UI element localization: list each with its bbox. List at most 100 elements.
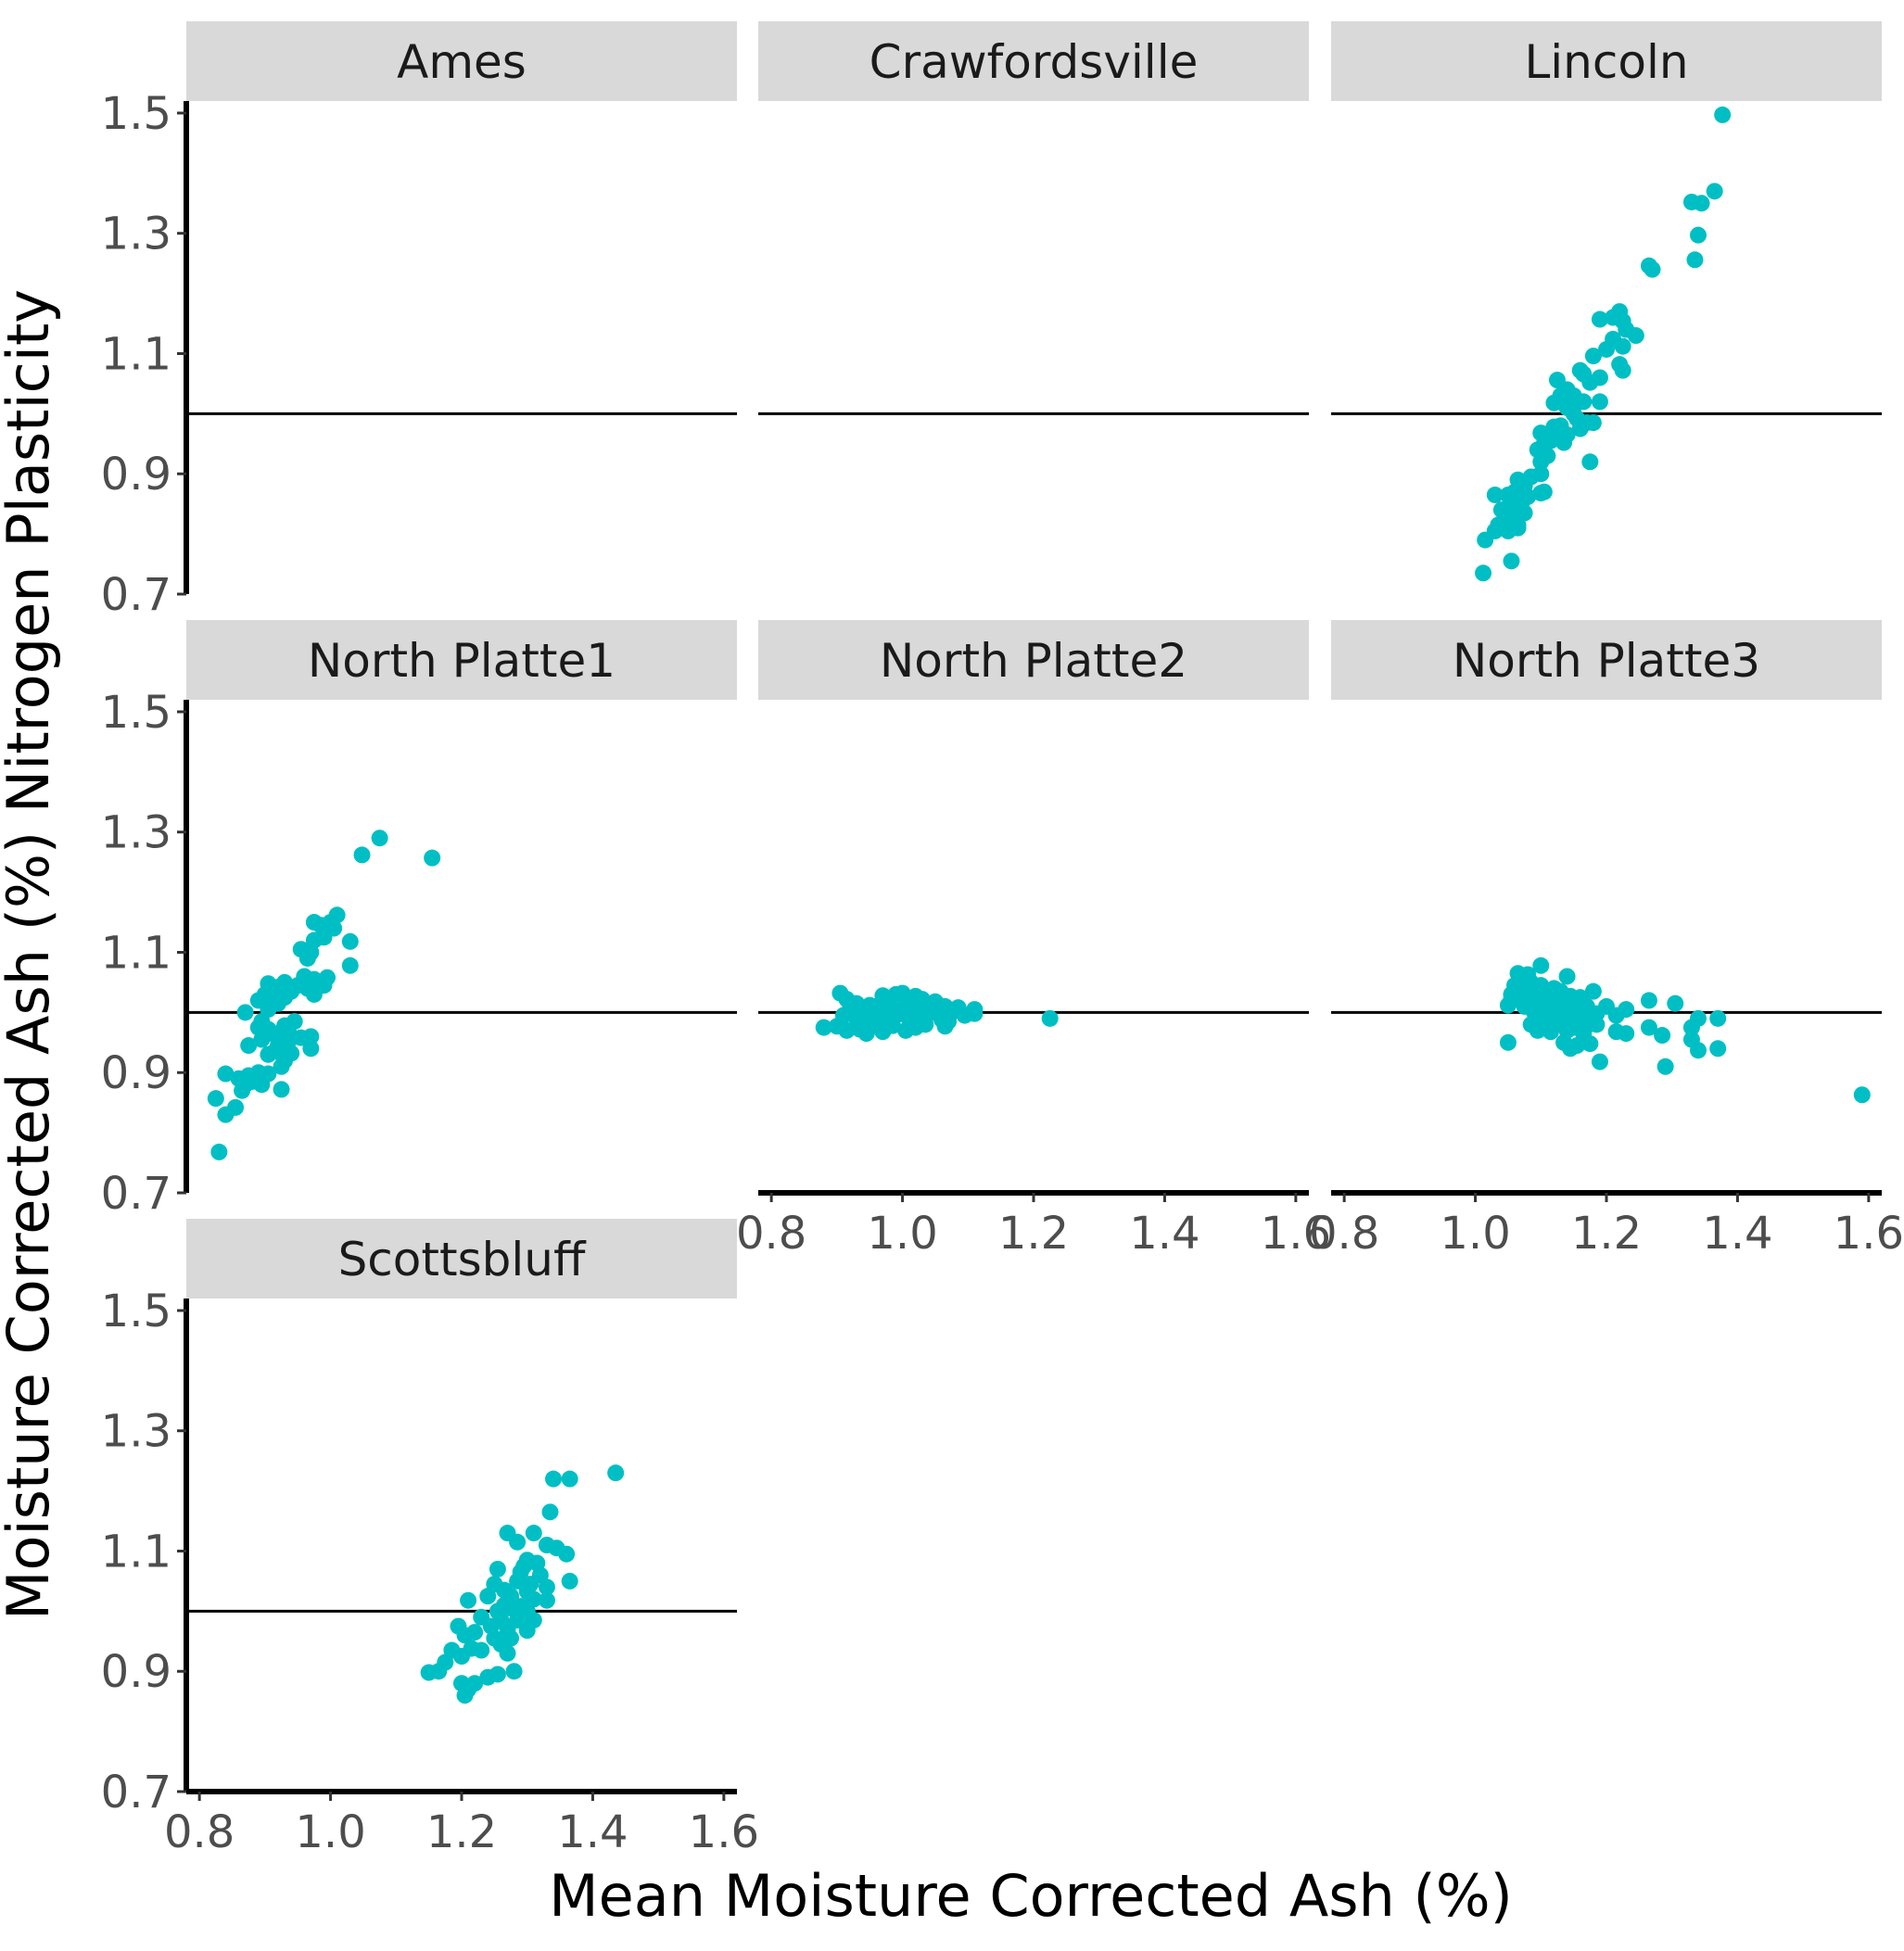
data-point-scottsbluff-53 xyxy=(505,1663,523,1680)
facet-panel-ames: Ames 0.7 0.9 1.1 1.3 1.5 xyxy=(101,21,737,621)
y-tick-label-north-platte1-3: 1.3 xyxy=(101,807,171,859)
data-point-lincoln-7 xyxy=(1644,260,1661,278)
data-point-scottsbluff-42 xyxy=(456,1627,474,1644)
data-point-north-platte2-26 xyxy=(966,1005,984,1022)
data-point-north-platte3-14 xyxy=(1584,982,1602,1000)
data-point-north-platte3-55 xyxy=(1682,1019,1700,1036)
data-point-scottsbluff-16 xyxy=(561,1572,578,1590)
strip-label-lincoln: Lincoln xyxy=(1524,35,1688,89)
data-point-north-platte3-67 xyxy=(1581,1035,1599,1053)
data-point-lincoln-19 xyxy=(1614,361,1631,379)
data-point-north-platte1-48 xyxy=(302,1040,320,1058)
data-point-lincoln-58 xyxy=(1535,483,1553,500)
data-point-lincoln-77 xyxy=(1475,564,1492,582)
data-point-north-platte1-62 xyxy=(273,1081,290,1098)
facet-panel-lincoln: Lincoln xyxy=(1331,21,1882,582)
facet-panel-north-platte1: North Platte1 0.7 0.9 1.1 1.3 1.5 xyxy=(101,620,737,1220)
data-point-north-platte3-0 xyxy=(1532,956,1550,974)
facet-panel-north-platte2: North Platte2 0.8 1.0 1.2 1.4 1.6 xyxy=(736,620,1331,1260)
x-tick-label-north-platte3-3: 1.4 xyxy=(1702,1208,1772,1260)
y-axis-title: Moisture Corrected Ash (%) Nitrogen Plas… xyxy=(0,289,62,1620)
data-point-lincoln-15 xyxy=(1614,337,1631,355)
y-tick-label-scottsbluff-2: 1.1 xyxy=(101,1526,171,1577)
data-point-north-platte3-41 xyxy=(1607,1007,1625,1024)
data-point-lincoln-49 xyxy=(1532,453,1550,471)
data-point-north-platte1-61 xyxy=(253,1076,271,1094)
data-point-north-platte3-53 xyxy=(1588,1016,1606,1033)
data-point-north-platte2-37 xyxy=(815,1019,832,1036)
y-tick-label-north-platte1-2: 1.1 xyxy=(101,927,171,979)
data-point-north-platte2-39 xyxy=(838,1021,856,1039)
y-tick-label-ames-1: 0.9 xyxy=(101,449,171,500)
data-point-lincoln-46 xyxy=(1555,434,1573,451)
data-point-scottsbluff-27 xyxy=(460,1591,477,1609)
strip-label-ames: Ames xyxy=(397,35,527,89)
y-tick-label-north-platte1-0: 0.7 xyxy=(101,1168,171,1220)
facet-panel-north-platte3: North Platte3 0.8 1.0 1.2 1.4 1.6 xyxy=(1309,620,1904,1260)
data-point-north-platte3-47 xyxy=(1709,1009,1727,1027)
y-tick-label-ames-2: 1.1 xyxy=(101,328,171,380)
data-point-scottsbluff-54 xyxy=(420,1664,438,1681)
strip-crawfordsville xyxy=(758,21,1309,101)
data-point-scottsbluff-20 xyxy=(538,1578,555,1596)
data-point-north-platte1-43 xyxy=(292,1029,310,1046)
data-point-lincoln-37 xyxy=(1584,414,1602,432)
data-point-north-platte3-68 xyxy=(1562,1040,1580,1058)
data-point-scottsbluff-9 xyxy=(558,1545,576,1563)
data-point-north-platte3-62 xyxy=(1654,1027,1671,1045)
data-point-north-platte3-72 xyxy=(1656,1058,1674,1075)
data-point-lincoln-17 xyxy=(1584,348,1602,365)
x-tick-label-north-platte2-3: 1.4 xyxy=(1129,1208,1200,1260)
strip-north-platte2 xyxy=(758,620,1309,700)
data-point-lincoln-76 xyxy=(1503,552,1520,570)
data-point-north-platte3-54 xyxy=(1640,1019,1657,1036)
data-point-north-platte1-0 xyxy=(371,830,388,847)
data-point-scottsbluff-56 xyxy=(479,1668,497,1686)
data-point-north-platte1-67 xyxy=(210,1143,228,1160)
data-point-north-platte2-36 xyxy=(1041,1009,1059,1027)
strip-label-north-platte3: North Platte3 xyxy=(1453,634,1760,688)
facet-panel-crawfordsville: Crawfordsville xyxy=(758,21,1309,415)
data-point-north-platte2-49 xyxy=(874,1023,892,1041)
data-point-scottsbluff-26 xyxy=(538,1591,555,1609)
data-point-north-platte3-71 xyxy=(1591,1053,1608,1071)
x-tick-label-north-platte3-1: 1.0 xyxy=(1440,1208,1510,1260)
data-point-lincoln-32 xyxy=(1591,393,1608,411)
x-tick-label-north-platte2-4: 1.6 xyxy=(1261,1208,1331,1260)
strip-label-crawfordsville: Crawfordsville xyxy=(869,35,1199,89)
data-point-scottsbluff-48 xyxy=(473,1641,490,1659)
data-point-north-platte1-26 xyxy=(305,985,323,1003)
data-point-scottsbluff-6 xyxy=(509,1533,527,1551)
data-point-north-platte1-47 xyxy=(240,1037,258,1055)
x-tick-label-scottsbluff-0: 0.8 xyxy=(164,1806,235,1858)
data-point-scottsbluff-2 xyxy=(561,1470,578,1488)
data-point-lincoln-40 xyxy=(1571,420,1589,437)
data-point-lincoln-13 xyxy=(1627,327,1644,345)
data-point-north-platte1-2 xyxy=(424,849,441,867)
x-tick-label-north-platte3-2: 1.2 xyxy=(1571,1208,1642,1260)
data-point-north-platte2-48 xyxy=(857,1025,875,1043)
strip-north-platte3 xyxy=(1331,620,1882,700)
strip-label-scottsbluff: Scottsbluff xyxy=(338,1233,587,1286)
data-point-north-platte1-53 xyxy=(273,1058,290,1075)
data-point-north-platte3-3 xyxy=(1558,968,1576,985)
strip-north-platte1 xyxy=(186,620,737,700)
y-tick-label-ames-4: 1.5 xyxy=(101,88,171,140)
data-point-scottsbluff-50 xyxy=(453,1648,470,1666)
strip-label-north-platte1: North Platte1 xyxy=(308,634,616,688)
data-point-north-platte3-56 xyxy=(1529,1021,1546,1039)
x-tick-label-north-platte3-0: 0.8 xyxy=(1309,1208,1379,1260)
data-point-lincoln-31 xyxy=(1575,393,1593,411)
facet-panel-scottsbluff: Scottsbluff 0.7 0.9 1.1 1.3 1.5 0.8 1.0 1.2 1.4 1.… xyxy=(101,1219,759,1858)
facet-panels: Ames 0.7 0.9 1.1 1.3 1.5 Crawfordsville Lincoln… xyxy=(101,21,1904,1858)
data-point-north-platte1-51 xyxy=(260,1045,277,1063)
data-point-north-platte3-69 xyxy=(1690,1042,1707,1059)
data-point-north-platte1-66 xyxy=(217,1106,235,1123)
data-point-north-platte1-63 xyxy=(234,1082,251,1099)
data-point-scottsbluff-1 xyxy=(545,1470,562,1488)
data-point-lincoln-3 xyxy=(1693,195,1710,212)
y-tick-label-scottsbluff-0: 0.7 xyxy=(101,1767,171,1818)
data-point-lincoln-60 xyxy=(1486,486,1504,503)
y-tick-label-scottsbluff-3: 1.3 xyxy=(101,1406,171,1458)
data-point-north-platte3-64 xyxy=(1499,1033,1517,1051)
